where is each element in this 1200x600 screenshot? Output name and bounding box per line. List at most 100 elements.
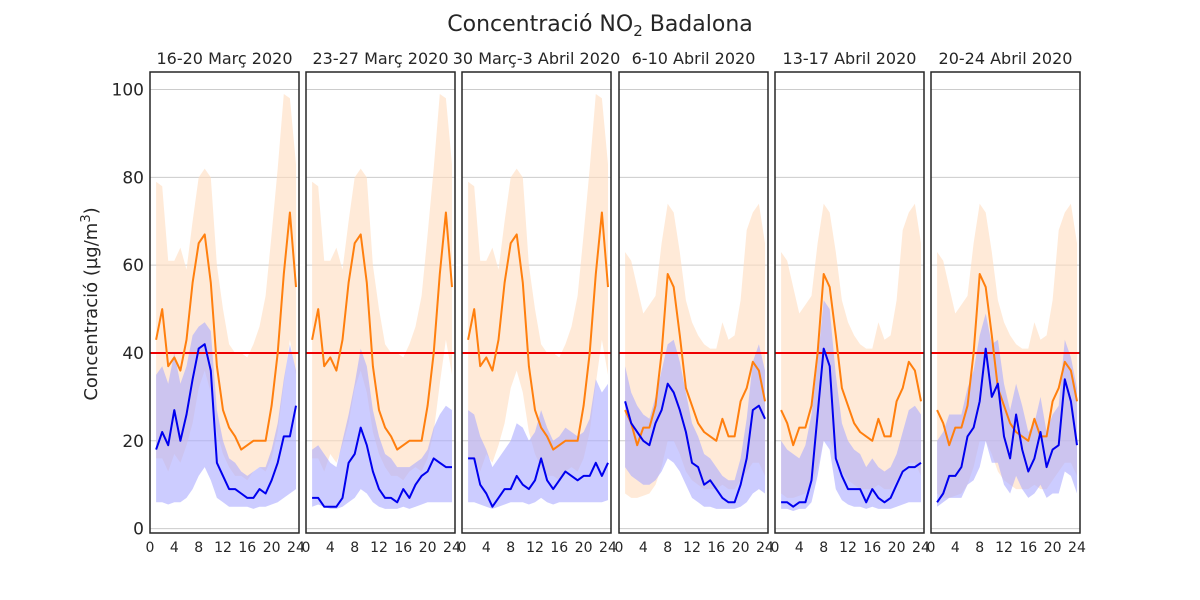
x-tick-label: 0 — [302, 540, 311, 556]
panel-frame — [305, 71, 456, 534]
x-tick-label: 16 — [1019, 540, 1037, 556]
x-tick-label: 20 — [263, 540, 281, 556]
x-tick-label: 12 — [526, 540, 544, 556]
x-tick-label: 16 — [863, 540, 881, 556]
during-range-band — [937, 313, 1077, 507]
x-tick-label: 0 — [927, 540, 936, 556]
during-range-band — [156, 322, 296, 509]
panel-5: 13-17 Abril 2020 0 4 8 12 16 20 24 — [771, 49, 930, 556]
x-tick-label: 20 — [575, 540, 593, 556]
x-tick-label: 8 — [975, 540, 984, 556]
x-tick-label: 4 — [951, 540, 960, 556]
x-tick-label: 16 — [707, 540, 725, 556]
before-range-band — [468, 94, 608, 481]
x-tick-label: 20 — [888, 540, 906, 556]
x-tick-label: 20 — [1044, 540, 1062, 556]
during-mean-line — [624, 382, 766, 504]
during-mean-line — [155, 343, 297, 499]
x-tick-label: 8 — [819, 540, 828, 556]
panel-6: 20-24 Abril 2020 0 4 8 12 16 20 24 — [927, 49, 1086, 556]
chart-title: Concentració NO2 Badalona — [447, 12, 753, 40]
y-tick-label: 0 — [133, 520, 144, 540]
panel-frame — [930, 71, 1081, 534]
x-tick-label: 20 — [419, 540, 437, 556]
during-mean-line — [312, 426, 452, 508]
x-tick-label: 12 — [370, 540, 388, 556]
x-tick-label: 0 — [146, 540, 155, 556]
x-tick-label: 0 — [771, 540, 780, 556]
during-range-band — [625, 339, 765, 509]
x-tick-label: 20 — [732, 540, 750, 556]
y-axis-label-main: Concentració (µg/m — [81, 223, 102, 401]
before-mean-line — [936, 273, 1078, 447]
during-mean-line — [781, 347, 922, 508]
panel-plot-area — [775, 89, 924, 530]
x-tick-label: 4 — [795, 540, 804, 556]
x-tick-label: 16 — [238, 540, 256, 556]
before-mean-line — [155, 211, 297, 451]
chart-title-suffix: Badalona — [643, 12, 753, 37]
x-tick-label: 8 — [663, 540, 672, 556]
during-range-band — [781, 300, 921, 511]
y-tick-label: 60 — [122, 256, 144, 276]
x-tick-label: 16 — [394, 540, 412, 556]
before-mean-line — [467, 211, 609, 451]
before-mean-line — [624, 273, 766, 447]
x-tick-label: 4 — [639, 540, 648, 556]
x-tick-label: 4 — [482, 540, 491, 556]
panel-plot-area — [306, 89, 455, 530]
x-tick-label: 0 — [458, 540, 467, 556]
x-tick-label: 12 — [683, 540, 701, 556]
panel-plot-area — [619, 89, 768, 530]
panel-plot-area — [150, 89, 299, 530]
x-tick-label: 8 — [506, 540, 515, 556]
y-axis-label-suffix: ) — [81, 207, 102, 214]
x-tick-label: 8 — [194, 540, 203, 556]
before-mean-line — [311, 211, 453, 451]
panel-4: 6-10 Abril 2020 0 4 8 12 16 20 24 — [615, 49, 774, 556]
panel-plot-area — [931, 89, 1080, 530]
before-mean-line — [780, 273, 922, 447]
x-tick-label: 24 — [912, 540, 930, 556]
during-mean-line — [468, 457, 609, 508]
panel-frame — [461, 71, 612, 534]
x-tick-label: 0 — [615, 540, 624, 556]
x-tick-label: 24 — [599, 540, 617, 556]
x-tick-label: 12 — [995, 540, 1013, 556]
panel-title: 20-24 Abril 2020 — [939, 49, 1073, 68]
panel-frame — [618, 71, 769, 534]
panel-title: 30 Març-3 Abril 2020 — [453, 49, 621, 68]
y-axis-label: Concentració (µg/m3) — [79, 207, 102, 400]
chart-title-subscript: 2 — [633, 22, 643, 40]
x-tick-label: 24 — [287, 540, 305, 556]
x-tick-label: 4 — [170, 540, 179, 556]
x-tick-label: 16 — [550, 540, 568, 556]
x-tick-label: 24 — [756, 540, 774, 556]
x-tick-label: 4 — [326, 540, 335, 556]
y-tick-label: 100 — [112, 81, 144, 101]
x-tick-label: 24 — [443, 540, 461, 556]
x-tick-label: 24 — [1068, 540, 1086, 556]
y-tick-label: 40 — [122, 344, 144, 364]
y-tick-label: 80 — [122, 168, 144, 188]
y-axis-label-superscript: 3 — [79, 214, 94, 222]
y-tick-label: 20 — [122, 432, 144, 452]
panel-title: 6-10 Abril 2020 — [632, 49, 756, 68]
panel-title: 13-17 Abril 2020 — [783, 49, 917, 68]
panel-title: 23-27 Març 2020 — [312, 49, 448, 68]
during-mean-line — [936, 347, 1078, 503]
panel-frame — [149, 71, 300, 534]
x-tick-label: 8 — [350, 540, 359, 556]
chart-title-main: Concentració NO — [447, 12, 633, 37]
panel-2: 23-27 Març 2020 0 4 8 12 16 20 24 — [302, 49, 461, 556]
x-tick-label: 12 — [839, 540, 857, 556]
panel-title: 16-20 Març 2020 — [156, 49, 292, 68]
panel-plot-area — [462, 89, 611, 530]
x-tick-label: 12 — [214, 540, 232, 556]
panel-frame — [774, 71, 925, 534]
before-range-band — [312, 94, 452, 481]
